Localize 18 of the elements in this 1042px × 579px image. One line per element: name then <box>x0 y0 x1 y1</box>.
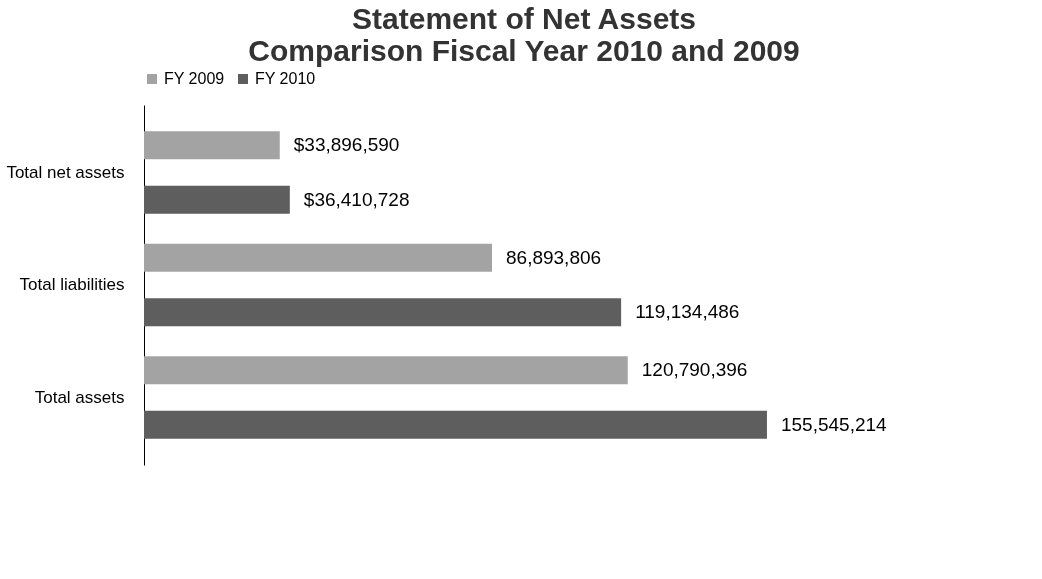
bar <box>144 410 767 439</box>
bar <box>144 185 290 214</box>
data-label: 86,893,806 <box>506 246 602 268</box>
legend-label: FY 2009 <box>164 70 225 87</box>
data-label: 119,134,486 <box>635 301 740 323</box>
data-label: 155,545,214 <box>780 413 888 435</box>
bar <box>144 356 628 385</box>
bar <box>144 243 493 272</box>
bar <box>144 131 280 160</box>
y-tick-label: Total liabilities <box>19 275 125 294</box>
legend-label: FY 2010 <box>255 70 316 87</box>
data-label: $36,410,728 <box>303 188 410 210</box>
y-tick-label: Total net assets <box>6 162 125 182</box>
data-label: $33,896,590 <box>293 134 400 156</box>
data-label: 120,790,396 <box>641 359 748 381</box>
bar <box>144 298 622 327</box>
y-tick-label: Total assets <box>34 387 125 407</box>
chart-title: Statement of Net Assets Comparison Fiscal Year 2010 and 2009 <box>248 2 800 67</box>
